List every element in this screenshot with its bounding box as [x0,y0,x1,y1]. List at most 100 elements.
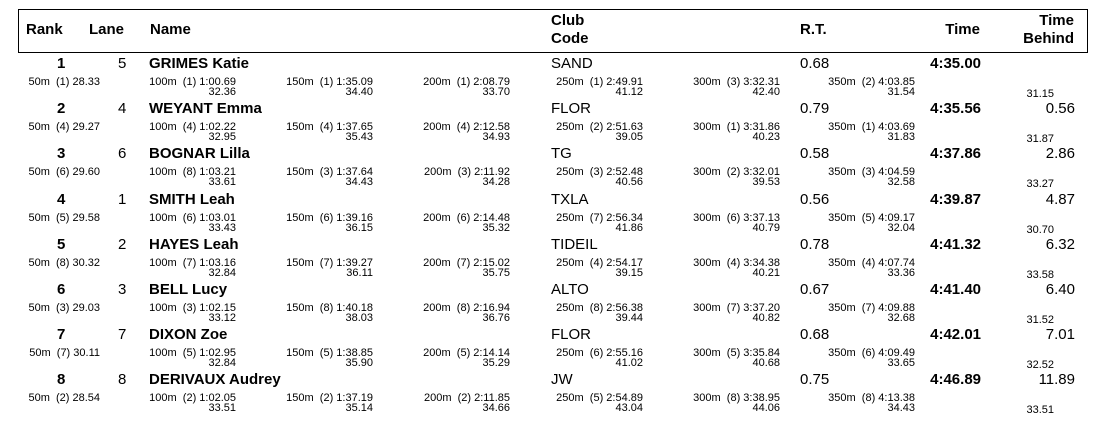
split-time: 150m (7) 1:39.27 [286,256,373,269]
final-time: 4:42.01 [930,326,981,344]
split-time: 200m (3) 2:11.92 [423,166,510,179]
lap-time: 36.76 [482,312,510,324]
lane-cell: 1 [118,190,127,208]
lap-time: 33.65 [887,357,915,370]
final-time: 4:35.56 [930,100,981,118]
split-time: 200m (2) 2:11.85 [423,392,510,405]
lap-time: 32.95 [208,131,236,144]
split-time: 300m (7) 3:37.20 [693,302,780,314]
split-time: 300m (6) 3:37.13 [693,211,780,224]
table-row: 6 3 BELL Lucy ALTO 0.67 4:41.40 6.40 50m (3) 29… [0,281,1098,328]
split-time: 200m (5) 2:14.14 [423,347,510,360]
header-club-line1: Club [551,12,585,29]
lap-time: 33.51 [208,402,236,415]
time-behind: 6.32 [1045,235,1075,253]
swimmer-name: WEYANT Emma [149,100,262,118]
header-behind-line1: Time [1039,12,1074,29]
split-time: 50m (1) 28.33 [28,76,100,88]
lap-time: 33.43 [208,221,236,234]
header-rank: Rank [26,21,63,38]
lap-time: 39.53 [752,176,780,189]
lane-cell: 5 [118,55,127,72]
lap-time: 35.32 [482,221,510,234]
split-time: 100m (8) 1:03.21 [149,166,236,179]
results-header: Rank Lane Name Club Code R.T. Time Time … [18,9,1088,53]
split-time: 350m (3) 4:04.59 [828,166,915,179]
split-time: 250m (6) 2:55.16 [556,347,643,360]
lap-time: 39.05 [615,131,643,144]
split-time: 250m (2) 2:51.63 [556,121,643,134]
lap-time: 32.52 [1026,359,1054,372]
header-time: Time [945,21,980,38]
lap-time: 35.75 [482,266,510,279]
lap-time: 32.58 [887,176,915,189]
split-time: 350m (2) 4:03.85 [828,76,915,88]
lap-time: 33.36 [887,266,915,279]
lap-time: 40.23 [752,131,780,144]
split-time: 100m (7) 1:03.16 [149,256,236,269]
split-time: 250m (1) 2:49.91 [556,76,643,88]
header-name: Name [150,21,191,38]
swimmer-name: BELL Lucy [149,281,228,298]
final-time: 4:41.32 [930,235,981,253]
split-time: 200m (1) 2:08.79 [423,76,510,88]
split-time: 150m (6) 1:39.16 [286,211,373,224]
table-row: 5 2 HAYES Leah TIDEIL 0.78 4:41.32 6.32 50m (8)… [0,235,1098,283]
table-row: 3 6 BOGNAR Lilla TG 0.58 4:37.86 2.86 50m (6) 2… [0,145,1098,192]
split-time: 350m (5) 4:09.17 [828,211,915,224]
lap-time: 34.43 [345,176,373,189]
split-time: 300m (8) 3:38.95 [693,392,780,405]
header-behind-line2: Behind [1023,30,1074,47]
table-row: 2 4 WEYANT Emma FLOR 0.79 4:35.56 0.56 50m (4) … [0,100,1098,147]
lap-time: 34.43 [887,402,915,415]
lap-time: 35.14 [345,402,373,415]
split-time: 300m (5) 3:35.84 [693,347,780,360]
lap-time: 36.11 [346,266,373,279]
club-cell: TIDEIL [551,235,598,253]
time-behind: 0.56 [1045,100,1075,118]
lap-time: 40.82 [752,312,780,324]
lap-time: 34.28 [482,176,510,189]
split-time: 250m (7) 2:56.34 [556,211,643,224]
lap-time: 41.12 [615,86,643,98]
club-cell: ALTO [551,281,589,298]
split-time: 50m (7) 30.11 [29,347,100,360]
lap-time: 32.04 [887,221,915,234]
reaction-time: 0.68 [800,55,830,72]
split-time: 200m (6) 2:14.48 [423,211,510,224]
split-time: 100m (5) 1:02.95 [149,347,236,360]
lap-time: 42.40 [752,86,780,98]
split-time: 150m (8) 1:40.18 [286,302,373,314]
rank-cell: 3 [57,145,66,163]
lane-cell: 8 [118,371,127,389]
lap-time: 32.84 [208,266,236,279]
swimmer-name: BOGNAR Lilla [149,145,250,163]
swimmer-name: HAYES Leah [149,235,239,253]
split-time: 250m (8) 2:56.38 [556,302,643,314]
reaction-time: 0.68 [800,326,830,344]
reaction-time: 0.58 [800,145,830,163]
lap-time: 34.66 [482,402,510,415]
split-time: 250m (3) 2:52.48 [556,166,643,179]
final-time: 4:37.86 [930,145,981,163]
split-time: 50m (2) 28.54 [28,392,100,405]
reaction-time: 0.67 [800,281,830,298]
lap-time: 35.90 [345,357,373,370]
time-behind: 11.89 [1038,371,1075,389]
split-time: 150m (2) 1:37.19 [286,392,373,405]
lane-cell: 4 [118,100,127,118]
split-time: 350m (8) 4:13.38 [828,392,915,405]
lap-time: 35.43 [345,131,373,144]
lap-time: 40.56 [615,176,643,189]
rank-cell: 6 [57,281,66,298]
header-club-line2: Code [551,30,589,47]
split-time: 300m (3) 3:32.31 [693,76,780,88]
swimmer-name: DIXON Zoe [149,326,228,344]
lap-time: 33.51 [1026,404,1054,417]
lap-time: 41.86 [615,221,643,234]
lane-cell: 6 [118,145,127,163]
swimmer-name: SMITH Leah [149,190,235,208]
split-time: 100m (4) 1:02.22 [149,121,236,134]
split-time: 150m (1) 1:35.09 [286,76,373,88]
club-cell: FLOR [551,326,592,344]
